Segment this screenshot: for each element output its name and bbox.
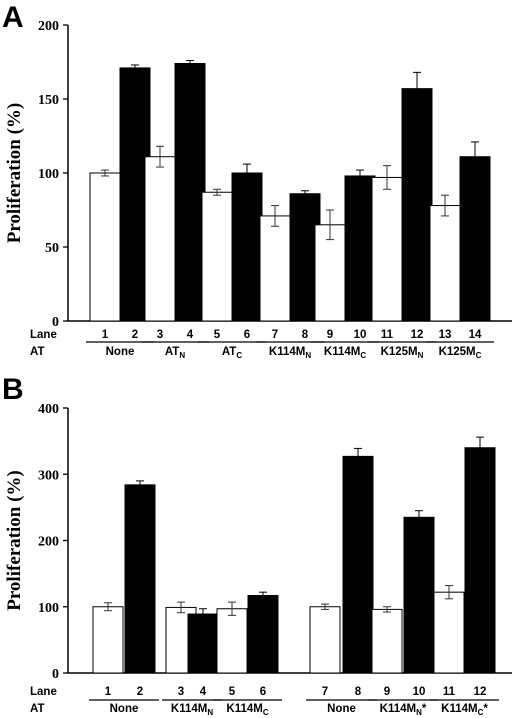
panel-b-lane-label: 11 — [443, 686, 456, 698]
panel-a-bar-9 — [314, 224, 346, 322]
panel-a-bar-14 — [459, 156, 491, 322]
panel-a-group-label: ATN — [165, 346, 185, 360]
panel-a-lane-label: 4 — [187, 329, 194, 341]
panel-b-letter: B — [2, 373, 24, 406]
panel-b-lane-row-label: Lane — [30, 686, 57, 698]
panel-b-group-label: K114MN — [171, 703, 213, 717]
panel-a-bar-11 — [371, 176, 403, 322]
panel-a-group-label: ATC — [222, 346, 242, 360]
panel-a-bar-10 — [344, 175, 376, 322]
panel-b-at-row-label: AT — [30, 703, 44, 715]
panel-b-lane-label: 3 — [178, 686, 184, 698]
panel-b-lane-label: 2 — [137, 686, 143, 698]
panel-b-bar-8 — [342, 455, 374, 674]
panel-a-group-label: K125MC — [439, 346, 482, 360]
panel-a-lane-label: 9 — [327, 329, 333, 341]
panel-b-y-tick-label: 400 — [38, 402, 59, 417]
panel-b-bar-11 — [433, 591, 465, 674]
panel-a-bar-7 — [259, 215, 291, 322]
panel-a-lane-label: 5 — [214, 329, 221, 341]
panel-b-bar-6 — [247, 594, 279, 674]
panel-a-bar-1 — [89, 172, 121, 322]
panel-b-bar-4 — [187, 613, 219, 674]
panel-a-y-tick-label: 0 — [52, 315, 59, 330]
panel-a-lane-label: 2 — [132, 329, 138, 341]
panel-b-bar-12 — [464, 447, 496, 674]
panel-a-y-tick-label: 50 — [45, 241, 59, 256]
panel-a-y-tick-label: 100 — [38, 167, 59, 182]
panel-b-lane-label: 1 — [105, 686, 112, 698]
panel-b-lane-label: 9 — [384, 686, 390, 698]
panel-a-group-label: K125MN — [381, 346, 424, 360]
panel-b-lane-label: 4 — [200, 686, 207, 698]
panel-b-group-label: K114MC — [226, 703, 268, 717]
panel-b-bar-9 — [371, 608, 403, 674]
panel-b-y-tick-label: 300 — [38, 468, 59, 483]
panel-b-y-tick-label: 200 — [38, 535, 59, 550]
panel-a-bar-12 — [401, 88, 433, 322]
panel-b-lane-label: 12 — [474, 686, 487, 698]
panel-a-at-row-label: AT — [30, 346, 44, 358]
panel-a-bar-13 — [429, 205, 461, 322]
panel-a-lane-label: 7 — [272, 329, 278, 341]
panel-a-lane-label: 3 — [157, 329, 163, 341]
panel-a-lane-label: 8 — [302, 329, 309, 341]
panel-a-bar-6 — [231, 172, 263, 322]
panel-a-y-tick-label: 200 — [38, 19, 59, 34]
panel-b-bar-7 — [309, 606, 341, 674]
panel-a-lane-label: 10 — [354, 329, 367, 341]
panel-b-group-label: K114MC* — [441, 703, 488, 717]
panel-b-lane-label: 6 — [260, 686, 266, 698]
panel-a-group-label: K114MC — [324, 346, 366, 360]
panel-a-letter: A — [2, 1, 24, 34]
panel-a-lane-label: 11 — [381, 329, 394, 341]
panel-b-group-label: None — [110, 703, 139, 715]
panel-a-y-axis-label: Proliferation (%) — [4, 103, 25, 244]
panel-b-lane-label: 10 — [413, 686, 426, 698]
panel-b-bar-1 — [92, 606, 124, 674]
panel-a-bar-5 — [201, 191, 233, 322]
panel-b-bar-10 — [403, 516, 435, 674]
panel-b-lane-label: 7 — [322, 686, 328, 698]
panel-a-lane-label: 14 — [469, 329, 482, 341]
panel-a-lane-label: 12 — [411, 329, 424, 341]
panel-b-y-tick-label: 0 — [52, 667, 59, 682]
panel-a-group-label: None — [106, 346, 135, 358]
panel-b-lane-label: 8 — [355, 686, 362, 698]
panel-b-bar-2 — [124, 484, 156, 674]
panel-a-bar-3 — [144, 156, 176, 322]
panel-a-y-tick-label: 150 — [38, 93, 59, 108]
panel-b-lane-label: 5 — [229, 686, 236, 698]
panel-b-group-label: None — [327, 703, 356, 715]
panel-a-lane-row-label: Lane — [30, 329, 57, 341]
panel-a-lane-label: 1 — [102, 329, 109, 341]
panel-b-bar-5 — [216, 608, 248, 674]
panel-b-y-axis-label: Proliferation (%) — [4, 470, 25, 611]
panel-a-lane-label: 13 — [439, 329, 452, 341]
panel-b-group-label: K114MN* — [380, 703, 427, 717]
panel-a-lane-label: 6 — [244, 329, 250, 341]
panel-a-group-label: K114MN — [269, 346, 311, 360]
panel-b-y-tick-label: 100 — [38, 601, 59, 616]
panel-a-bar-4 — [174, 62, 206, 322]
